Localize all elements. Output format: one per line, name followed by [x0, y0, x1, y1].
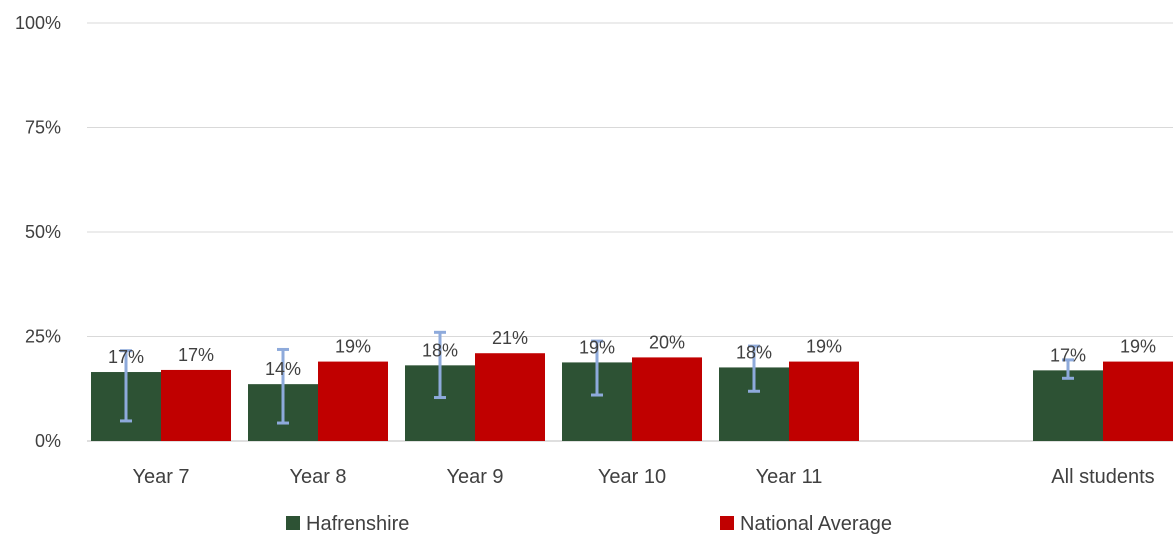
bar-national-average	[475, 353, 545, 441]
y-tick-label: 0%	[35, 431, 61, 451]
bar-national-average	[1103, 361, 1173, 441]
x-tick-label: Year 11	[756, 466, 823, 488]
y-tick-label: 75%	[25, 118, 61, 138]
data-labels: 17% 17% 14% 19% 18% 21% 19% 20% 18% 19% 17% 19%	[108, 328, 1156, 379]
legend-label: National Average	[740, 513, 892, 535]
x-tick-label: Year 10	[598, 466, 666, 488]
data-label: 14%	[265, 359, 301, 379]
bar-national-average	[318, 361, 388, 441]
y-axis-ticks: 0% 25% 50% 75% 100%	[15, 13, 61, 451]
error-bar	[277, 347, 289, 425]
data-label: 21%	[492, 328, 528, 348]
x-tick-label: All students	[1051, 466, 1154, 488]
error-bars	[120, 330, 1074, 425]
data-label: 17%	[1050, 345, 1086, 365]
data-label: 19%	[579, 337, 615, 357]
error-bar	[748, 344, 760, 393]
bars	[91, 353, 1173, 441]
data-label: 18%	[736, 342, 772, 362]
error-bar	[1062, 358, 1074, 380]
legend-item: Hafrenshire	[286, 513, 409, 535]
data-label: 19%	[335, 337, 371, 357]
x-tick-label: Year 8	[289, 466, 346, 488]
bar-hafrenshire	[1033, 370, 1103, 441]
legend: Hafrenshire National Average	[286, 513, 892, 535]
bar-national-average	[789, 361, 859, 441]
data-label: 18%	[422, 340, 458, 360]
x-tick-label: Year 7	[132, 466, 189, 488]
legend-item: National Average	[720, 513, 892, 535]
data-label: 20%	[649, 332, 685, 352]
y-tick-label: 25%	[25, 327, 61, 347]
error-bar	[591, 339, 603, 397]
error-bar	[120, 349, 132, 423]
error-bar	[434, 330, 446, 400]
data-label: 17%	[108, 347, 144, 367]
legend-swatch	[286, 516, 300, 530]
bar-national-average	[161, 369, 231, 441]
data-label: 19%	[1120, 337, 1156, 357]
legend-label: Hafrenshire	[306, 513, 409, 535]
x-axis-ticks: Year 7 Year 8 Year 9 Year 10 Year 11 All stud…	[132, 466, 1154, 488]
x-tick-label: Year 9	[446, 466, 503, 488]
y-tick-label: 100%	[15, 13, 61, 33]
data-label: 19%	[806, 337, 842, 357]
bar-national-average	[632, 357, 702, 441]
data-label: 17%	[178, 345, 214, 365]
y-tick-label: 50%	[25, 222, 61, 242]
grid-lines	[87, 22, 1173, 442]
legend-swatch	[720, 516, 734, 530]
